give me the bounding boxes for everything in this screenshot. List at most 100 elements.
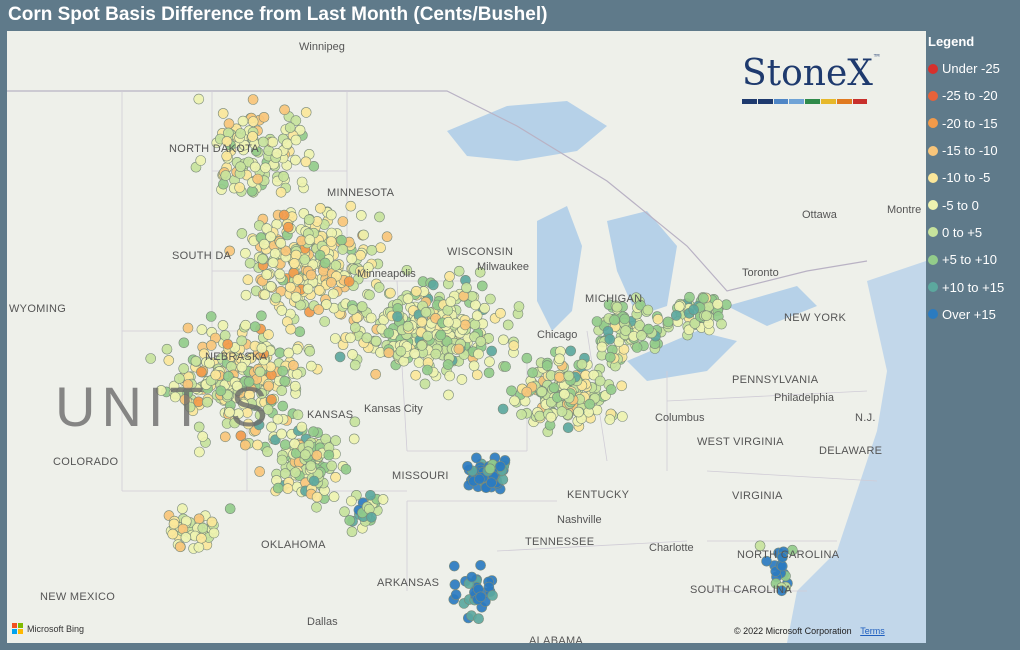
market-dot[interactable]	[410, 369, 422, 381]
market-dot[interactable]	[197, 522, 209, 534]
market-dot[interactable]	[689, 318, 701, 329]
market-dot[interactable]	[278, 171, 289, 182]
market-dot[interactable]	[295, 299, 306, 311]
market-dot[interactable]	[305, 360, 317, 372]
market-dot[interactable]	[296, 176, 308, 188]
market-dot[interactable]	[548, 382, 560, 394]
market-dot[interactable]	[259, 289, 271, 301]
market-dot[interactable]	[475, 591, 487, 603]
market-dot[interactable]	[573, 406, 584, 418]
market-dot[interactable]	[652, 313, 664, 325]
market-dot[interactable]	[617, 411, 628, 422]
market-dot[interactable]	[487, 590, 498, 601]
market-dot[interactable]	[427, 279, 439, 291]
market-dot[interactable]	[178, 363, 189, 374]
market-dot[interactable]	[208, 527, 220, 539]
market-dot[interactable]	[291, 368, 303, 380]
legend-item[interactable]: Under -25	[928, 55, 1018, 82]
market-dot[interactable]	[453, 343, 465, 355]
market-dot[interactable]	[346, 495, 357, 507]
market-dot[interactable]	[196, 324, 208, 335]
market-dot[interactable]	[290, 115, 302, 126]
market-dot[interactable]	[485, 293, 496, 305]
market-dot[interactable]	[281, 138, 293, 150]
market-dot[interactable]	[337, 244, 349, 255]
market-dot[interactable]	[475, 559, 486, 571]
market-dot[interactable]	[292, 409, 304, 421]
market-dot[interactable]	[358, 229, 369, 241]
market-dot[interactable]	[224, 503, 236, 515]
market-dot[interactable]	[247, 131, 258, 142]
market-dot[interactable]	[269, 248, 281, 259]
market-dot[interactable]	[299, 254, 311, 265]
market-dot[interactable]	[279, 439, 291, 451]
market-dot[interactable]	[461, 282, 472, 294]
market-dot[interactable]	[383, 327, 395, 339]
market-dot[interactable]	[283, 347, 295, 359]
market-dot[interactable]	[184, 401, 196, 413]
market-dot[interactable]	[366, 511, 377, 523]
market-dot[interactable]	[559, 388, 570, 400]
market-dot[interactable]	[210, 369, 221, 381]
market-dot[interactable]	[498, 334, 509, 346]
market-dot[interactable]	[249, 321, 261, 333]
market-dot[interactable]	[420, 306, 432, 318]
market-dot[interactable]	[347, 304, 359, 315]
market-dot[interactable]	[541, 360, 553, 371]
market-dot[interactable]	[361, 332, 373, 344]
market-dot[interactable]	[289, 258, 300, 269]
market-dot[interactable]	[224, 245, 235, 257]
market-dot[interactable]	[193, 513, 205, 525]
market-dot[interactable]	[476, 280, 488, 292]
market-dot[interactable]	[282, 483, 294, 494]
market-dot[interactable]	[261, 269, 273, 280]
market-dot[interactable]	[223, 371, 234, 382]
market-dot[interactable]	[377, 494, 389, 505]
market-dot[interactable]	[500, 361, 511, 372]
market-dot[interactable]	[508, 340, 520, 352]
market-dot[interactable]	[716, 318, 727, 330]
market-dot[interactable]	[217, 108, 229, 119]
market-dot[interactable]	[254, 466, 265, 477]
market-dot[interactable]	[276, 305, 288, 316]
market-dot[interactable]	[253, 419, 265, 431]
market-dot[interactable]	[330, 471, 341, 483]
market-dot[interactable]	[754, 540, 766, 552]
market-dot[interactable]	[609, 314, 620, 326]
market-dot[interactable]	[168, 518, 180, 530]
market-dot[interactable]	[272, 413, 284, 425]
market-dot[interactable]	[521, 352, 533, 364]
market-dot[interactable]	[174, 541, 186, 553]
market-dot[interactable]	[262, 404, 274, 415]
market-dot[interactable]	[604, 351, 616, 363]
market-dot[interactable]	[265, 231, 276, 242]
market-dot[interactable]	[308, 161, 320, 172]
market-dot[interactable]	[285, 323, 297, 335]
market-dot[interactable]	[195, 155, 206, 166]
market-dot[interactable]	[362, 262, 374, 273]
market-dot[interactable]	[330, 260, 342, 271]
market-dot[interactable]	[182, 379, 194, 390]
market-dot[interactable]	[776, 585, 788, 597]
market-dot[interactable]	[274, 347, 286, 359]
market-dot[interactable]	[776, 560, 788, 572]
market-dot[interactable]	[344, 515, 356, 526]
market-dot[interactable]	[486, 477, 497, 489]
market-dot[interactable]	[300, 156, 312, 168]
market-dot[interactable]	[267, 257, 279, 268]
market-dot[interactable]	[596, 341, 608, 353]
market-dot[interactable]	[258, 238, 270, 250]
market-dot[interactable]	[304, 234, 316, 245]
market-dot[interactable]	[701, 310, 712, 322]
market-dot[interactable]	[290, 154, 301, 166]
market-dot[interactable]	[196, 366, 207, 378]
market-dot[interactable]	[217, 320, 229, 331]
market-dot[interactable]	[416, 316, 428, 328]
market-dot[interactable]	[349, 322, 361, 333]
market-dot[interactable]	[289, 380, 301, 392]
market-dot[interactable]	[236, 228, 248, 239]
market-dot[interactable]	[402, 293, 414, 305]
market-dot[interactable]	[502, 319, 514, 331]
market-dot[interactable]	[290, 134, 302, 146]
market-dot[interactable]	[325, 236, 337, 247]
